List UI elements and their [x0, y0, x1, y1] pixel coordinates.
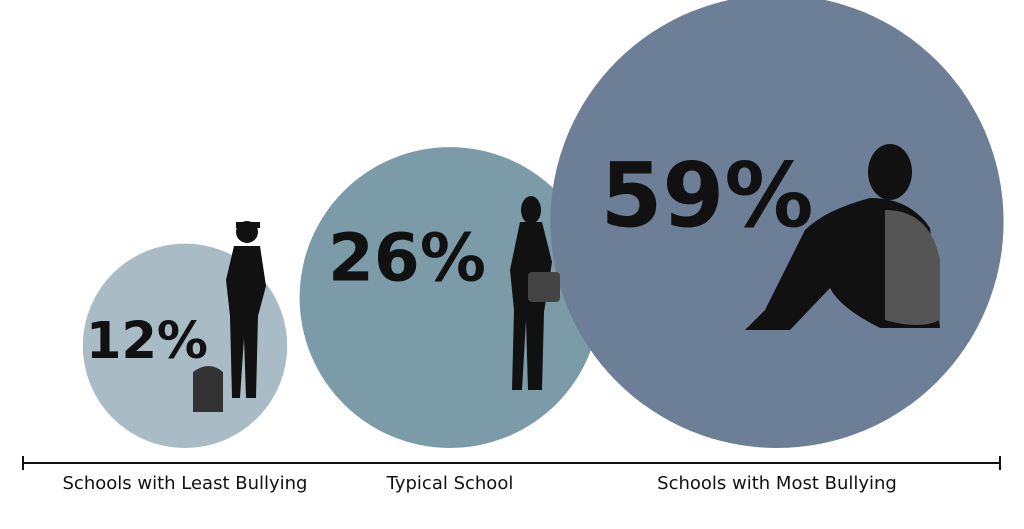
figure-head: [521, 196, 541, 224]
figure-backpack: [885, 210, 940, 325]
value-label: 26%: [328, 220, 486, 297]
bubble: [550, 0, 1004, 448]
value-label: 12%: [86, 312, 208, 371]
value-label: 59%: [600, 143, 813, 247]
figure-backpack: [193, 366, 223, 412]
silhouettes: [193, 144, 940, 412]
category-label: Schools with Most Bullying: [657, 473, 897, 494]
category-label: Typical School: [386, 473, 514, 494]
figure-cap: [236, 222, 260, 228]
figure-head: [868, 144, 912, 200]
figure-body: [226, 246, 266, 398]
axis: [22, 456, 1001, 470]
category-label: Schools with Least Bullying: [63, 473, 308, 494]
figure-bag: [528, 272, 560, 302]
figure-body: [510, 222, 552, 390]
